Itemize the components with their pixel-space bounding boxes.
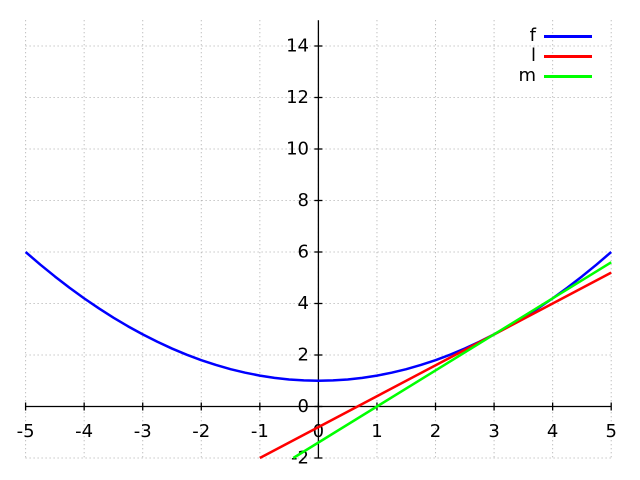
y-tick-label: -2 bbox=[291, 448, 309, 469]
y-tick-label: 8 bbox=[298, 190, 309, 211]
y-tick-label: 4 bbox=[298, 293, 309, 314]
y-tick-label: 12 bbox=[286, 87, 309, 108]
x-tick-label: 3 bbox=[488, 421, 499, 442]
x-tick-label: 0 bbox=[313, 421, 324, 442]
legend-line-sample-f bbox=[544, 34, 592, 38]
legend-label-m: m bbox=[518, 65, 536, 86]
x-tick-label: 4 bbox=[547, 421, 558, 442]
x-tick-label: -3 bbox=[134, 421, 152, 442]
legend-entry-l: l bbox=[430, 46, 592, 66]
x-tick-label: 1 bbox=[371, 421, 382, 442]
y-tick-label: 14 bbox=[286, 36, 309, 57]
legend-label-l: l bbox=[530, 45, 536, 66]
series-m-line bbox=[292, 261, 612, 460]
x-tick-label: 2 bbox=[430, 421, 441, 442]
series-l-line bbox=[259, 271, 612, 460]
x-tick-label: -1 bbox=[251, 421, 269, 442]
y-tick-label: 0 bbox=[298, 396, 309, 417]
y-tick-label: 2 bbox=[298, 345, 309, 366]
x-tick-label: -5 bbox=[17, 421, 35, 442]
x-tick-label: -4 bbox=[75, 421, 93, 442]
y-tick-label: 10 bbox=[286, 139, 309, 160]
legend: f l m bbox=[430, 26, 592, 86]
legend-entry-f: f bbox=[430, 26, 592, 46]
x-tick-label: 5 bbox=[605, 421, 616, 442]
legend-line-sample-m bbox=[544, 74, 592, 78]
x-tick-label: -2 bbox=[192, 421, 210, 442]
legend-entry-m: m bbox=[430, 66, 592, 86]
legend-label-f: f bbox=[529, 25, 536, 46]
y-tick-label: 6 bbox=[298, 242, 309, 263]
legend-line-sample-l bbox=[544, 54, 592, 58]
